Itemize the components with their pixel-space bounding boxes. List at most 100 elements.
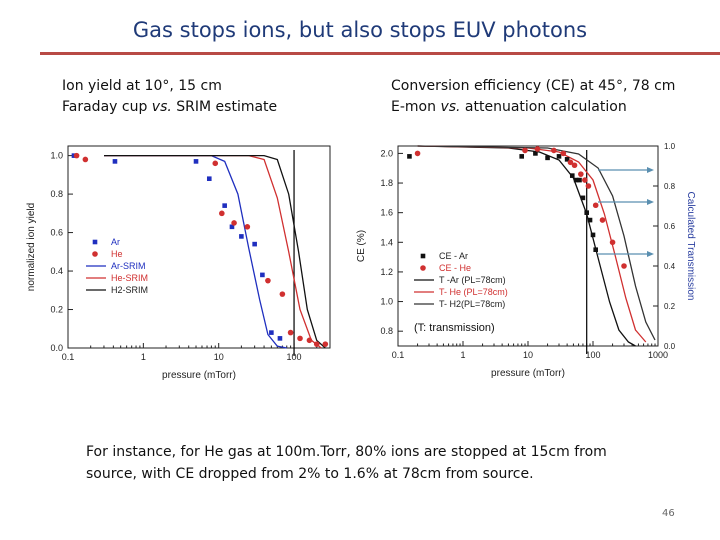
left-subtitle-line1: Ion yield at 10°, 15 cm: [62, 76, 277, 97]
y-tick-label: 0.8: [380, 326, 393, 336]
data-point-ce-he: [414, 150, 421, 157]
data-point-ar: [229, 224, 235, 230]
left-chart-subtitle: Ion yield at 10°, 15 cm Faraday cup vs. …: [62, 76, 277, 118]
data-point-ce-he: [578, 171, 584, 177]
data-point-he: [279, 291, 286, 297]
x-tick-label: 1: [141, 352, 146, 362]
y-tick-label: 1.4: [380, 237, 393, 247]
legend-label: H2-SRIM: [111, 285, 148, 295]
transmission-arrow-head: [647, 199, 654, 205]
y-right-tick-label: 0.0: [664, 342, 676, 351]
data-point-ce-ar: [580, 195, 586, 201]
data-point-ce-he: [599, 217, 606, 223]
slide-title: Gas stops ions, but also stops EUV photo…: [132, 18, 588, 42]
data-point-ce-ar: [407, 154, 412, 159]
x-tick-label: 10: [214, 352, 224, 362]
data-point-ce-he: [621, 263, 627, 269]
data-point-ar: [277, 336, 283, 341]
legend-label: He-SRIM: [111, 273, 148, 283]
y-axis-label: CE (%): [356, 230, 367, 262]
degree-mark: °: [162, 78, 170, 94]
series-line-ar-srim: [104, 154, 287, 349]
y-right-tick-label: 0.8: [664, 182, 676, 191]
title-divider: [40, 52, 720, 55]
conversion-efficiency-chart: 0.1 1 10 100 1000 0.8 1.0 1.2 1.4 1.6 1.8 2.0 0.0 0.2…: [356, 142, 696, 379]
transmission-arrow-head: [647, 251, 654, 257]
data-point-ce-he: [560, 150, 567, 157]
y-tick-label: 0.8: [50, 189, 63, 199]
data-point-ar: [269, 330, 274, 335]
x-tick-label: 100: [287, 352, 302, 362]
x-tick-label: 1000: [648, 350, 668, 360]
data-point-ce-ar: [593, 247, 598, 253]
legend-marker: [92, 239, 98, 245]
y-tick-label: 0.6: [50, 228, 63, 238]
legend-label: He: [111, 249, 123, 259]
data-point-ce-he: [534, 146, 541, 152]
legend-marker: [92, 251, 98, 257]
y-right-tick-label: 0.4: [664, 262, 676, 271]
data-point-he: [297, 335, 303, 342]
data-point-he: [73, 152, 80, 159]
x-tick-label: 100: [585, 350, 600, 360]
data-point-ce-he: [567, 159, 574, 166]
legend-label: Ar-SRIM: [111, 261, 146, 271]
legend-label: T -Ar (PL=78cm): [439, 275, 506, 285]
data-point-ce-ar: [519, 154, 525, 159]
data-point-ce-he: [585, 183, 592, 189]
data-point-ce-ar: [545, 155, 550, 161]
left-subtitle-line2-text: Faraday cup: [62, 99, 152, 115]
data-point-ar: [222, 203, 227, 208]
y-right-axis-label: Calculated Transmission: [685, 192, 696, 301]
legend-label: CE - Ar: [439, 251, 468, 261]
data-point-ce-he: [582, 177, 588, 183]
data-point-ar: [193, 159, 199, 164]
left-subtitle-line1-text: Ion yield at 10: [62, 78, 163, 94]
data-point-ar: [260, 272, 265, 278]
legend-marker: [420, 265, 426, 271]
data-point-ce-he: [592, 202, 599, 209]
legend-label: Ar: [111, 237, 120, 247]
chart-annotation: (T: transmission): [414, 322, 495, 334]
y-tick-label: 1.0: [50, 151, 63, 161]
right-subtitle-line2-suffix: attenuation calculation: [460, 99, 627, 115]
left-subtitle-vs: vs.: [151, 99, 172, 115]
legend-label: T- H2(PL=78cm): [439, 299, 505, 309]
data-point-he: [287, 329, 294, 336]
data-point-ar: [206, 176, 212, 182]
transmission-arrow-head: [647, 167, 654, 173]
left-subtitle-line2-suffix: SRIM estimate: [171, 99, 278, 115]
data-point-ce-ar: [577, 177, 582, 183]
data-point-he: [265, 277, 271, 284]
y-right-tick-label: 1.0: [664, 142, 676, 151]
x-tick-label: 0.1: [62, 352, 75, 362]
data-point-ce-ar: [556, 154, 562, 159]
x-tick-label: 1: [460, 350, 465, 360]
data-point-ce-ar: [564, 157, 570, 162]
legend-label: CE - He: [439, 263, 471, 273]
x-axis-label: pressure (mTorr): [162, 370, 236, 381]
data-point-ce-he: [522, 147, 528, 154]
y-tick-label: 2.0: [380, 148, 393, 158]
x-tick-label: 0.1: [392, 350, 405, 360]
y-tick-label: 1.8: [380, 178, 393, 188]
data-point-ce-he: [571, 162, 578, 169]
legend-label: T- He (PL=78cm): [439, 287, 508, 297]
y-tick-label: 0.4: [50, 266, 63, 276]
y-tick-label: 1.2: [380, 267, 393, 277]
plot-frame: [67, 145, 331, 349]
x-tick-label: 10: [523, 350, 533, 360]
left-subtitle-line1-suffix: , 15 cm: [169, 78, 222, 94]
y-axis-label: normalized ion yield: [26, 203, 37, 291]
data-point-ce-he: [551, 147, 557, 154]
right-chart-subtitle: Conversion efficiency (CE) at 45°, 78 cm…: [391, 76, 675, 118]
data-point-he: [244, 224, 251, 230]
data-point-he: [313, 341, 320, 347]
y-right-tick-label: 0.2: [664, 302, 676, 311]
data-point-he: [82, 156, 89, 163]
data-point-ce-ar: [584, 210, 590, 215]
slide-caption: For instance, for He gas at 100m.Torr, 8…: [86, 444, 607, 482]
series-line-he-srim: [104, 154, 322, 349]
legend-marker: [420, 253, 426, 259]
series-line-t-h2-pl-78cm: [417, 145, 656, 341]
